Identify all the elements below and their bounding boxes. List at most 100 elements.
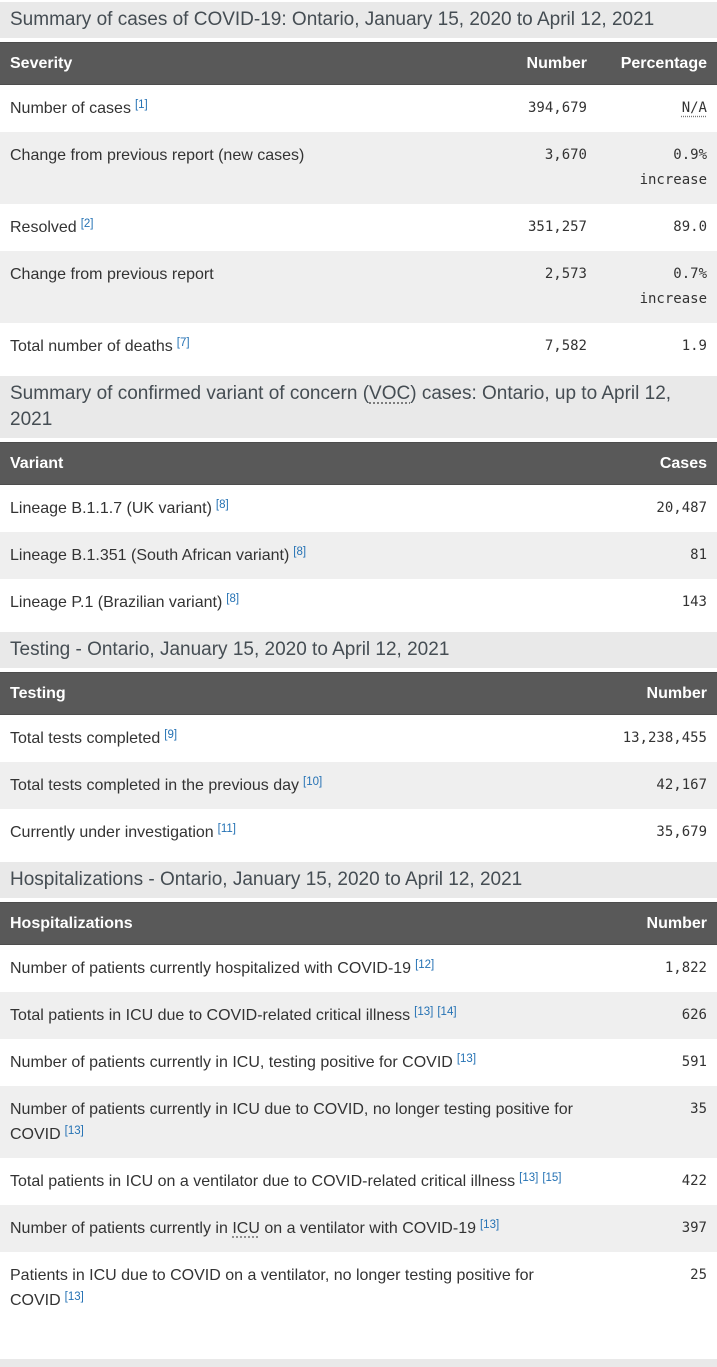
table-section-testing: Testing - Ontario, January 15, 2020 to A… [0,632,717,856]
footnote-ref: [12] [415,959,434,971]
table-row: Total tests completed in the previous da… [0,762,717,809]
row-label: Number of patients currently in ICU on a… [10,1220,476,1237]
cell-number: 394,679 [482,84,597,132]
footnote-ref: [13] [480,1219,499,1231]
table-row: Patients in ICU due to COVID on a ventil… [0,1252,717,1324]
abbr-dotted: N/A [681,100,707,116]
footnote-ref-link[interactable]: [15] [542,1172,562,1184]
table-row: Change from previous report (new cases) 3… [0,132,717,204]
column-header: Number [482,42,597,85]
percentage-line: increase [639,291,707,307]
row-label-cell: Change from previous report [0,251,482,323]
table-row: Number of patients currently hospitalize… [0,944,717,992]
cell-number: 351,257 [482,204,597,251]
row-label: Total tests completed in the previous da… [10,777,300,794]
cell-number: 2,573 [482,251,597,323]
row-label-cell: Lineage B.1.1.7 (UK variant) [8] [0,484,587,532]
footnote-ref-link[interactable]: [13] [64,1291,84,1303]
table-header-row: Severity Number Percentage [0,42,717,85]
column-header: Number [587,902,717,945]
table-section-cases-summary: Summary of cases of COVID-19: Ontario, J… [0,2,717,370]
footnote-ref-link[interactable]: [13] [414,1006,434,1018]
footnote-ref-link[interactable]: [13] [519,1172,539,1184]
cell-number: 1,822 [587,944,717,992]
next-table-caption-partial [0,1359,717,1367]
footnote-ref-link[interactable]: [9] [164,729,178,741]
cell-number: 7,582 [482,323,597,370]
column-header: Number [587,672,717,715]
cell-number: 591 [587,1039,717,1086]
footnote-ref-link[interactable]: [13] [64,1125,84,1137]
row-label-cell: Number of patients currently hospitalize… [0,944,587,992]
footnote-ref: [15] [542,1172,561,1184]
percentage-line: 0.7% [673,266,707,282]
table-row: Currently under investigation [11] 35,679 [0,809,717,856]
row-label-cell: Patients in ICU due to COVID on a ventil… [0,1252,587,1324]
footnote-ref-link[interactable]: [13] [456,1053,477,1065]
footnote-ref-link[interactable]: [8] [226,593,240,605]
table-row: Number of patients currently in ICU due … [0,1086,717,1158]
column-header: Severity [0,42,482,85]
cell-percentage: 89.0 [597,204,717,251]
footnote-ref-link[interactable]: [2] [80,218,94,230]
row-label: Currently under investigation [10,824,214,841]
table-section-hospitalizations: Hospitalizations - Ontario, January 15, … [0,862,717,1324]
table-row: Total patients in ICU on a ventilator du… [0,1158,717,1205]
row-label: Total tests completed [10,730,161,747]
footnote-ref-link[interactable]: [1] [134,99,148,111]
abbr-dotted: ICU [232,1220,260,1237]
cell-number: 626 [587,992,717,1039]
table-row: Resolved [2] 351,257 89.0 [0,204,717,251]
footnote-ref: [1] [135,99,148,111]
footnote-ref-link[interactable]: [12] [415,959,435,971]
row-label: Number of cases [10,100,131,117]
footnote-ref-link[interactable]: [11] [217,823,236,835]
column-header: Cases [587,442,717,485]
row-label-cell: Number of patients currently in ICU on a… [0,1205,587,1252]
column-header: Hospitalizations [0,902,587,945]
footnote-ref: [7] [177,337,190,349]
footnote-ref: [9] [164,729,177,741]
footnote-ref-link[interactable]: [14] [437,1006,457,1018]
footnote-ref-link[interactable]: [13] [479,1219,500,1231]
table-header-row: Variant Cases [0,442,717,485]
row-label-cell: Total tests completed in the previous da… [0,762,587,809]
table-caption: Summary of cases of COVID-19: Ontario, J… [0,2,717,38]
table-header-row: Testing Number [0,672,717,715]
table-section-variant-summary: Summary of confirmed variant of concern … [0,376,717,626]
footnote-ref-link[interactable]: [8] [293,546,307,558]
footnote-ref: [8] [226,593,239,605]
table-row: Lineage B.1.351 (South African variant)[… [0,532,717,579]
table-row: Number of cases [1] 394,679 N/A [0,84,717,132]
row-label-cell: Lineage B.1.351 (South African variant)[… [0,532,587,579]
table-row: Lineage P.1 (Brazilian variant) [8] 143 [0,579,717,626]
row-label-cell: Number of cases [1] [0,84,482,132]
row-label: Lineage B.1.1.7 (UK variant) [10,500,212,517]
footnote-ref-link[interactable]: [7] [176,337,190,349]
cell-percentage: 0.9% increase [597,132,717,204]
table-header-row: Hospitalizations Number [0,902,717,945]
table-row: Change from previous report 2,573 0.7% incr… [0,251,717,323]
row-label: Lineage P.1 (Brazilian variant) [10,594,223,611]
data-table-variant-summary: Variant Cases Lineage B.1.1.7 (UK variant)… [0,442,717,626]
cell-percentage: 1.9 [597,323,717,370]
row-label: Total patients in ICU on a ventilator du… [10,1173,516,1190]
footnote-ref-link[interactable]: [8] [215,499,229,511]
percentage-line: 89.0 [673,219,707,235]
cell-number: 397 [587,1205,717,1252]
table-caption: Hospitalizations - Ontario, January 15, … [0,862,717,898]
column-header: Percentage [597,42,717,85]
row-label-cell: Currently under investigation [11] [0,809,587,856]
abbr-dotted: VOC [369,383,411,404]
table-row: Number of patients currently in ICU, tes… [0,1039,717,1086]
percentage-line: increase [639,172,707,188]
row-label: Change from previous report [10,266,214,283]
percentage-line: N/A [607,96,707,121]
cell-number: 13,238,455 [587,714,717,762]
cell-number: 81 [587,532,717,579]
footnote-ref-link[interactable]: [10] [303,776,323,788]
table-row: Total number of deaths [7] 7,582 1.9 [0,323,717,370]
column-header: Testing [0,672,587,715]
cell-number: 20,487 [587,484,717,532]
footnote-ref: [13] [414,1006,433,1018]
